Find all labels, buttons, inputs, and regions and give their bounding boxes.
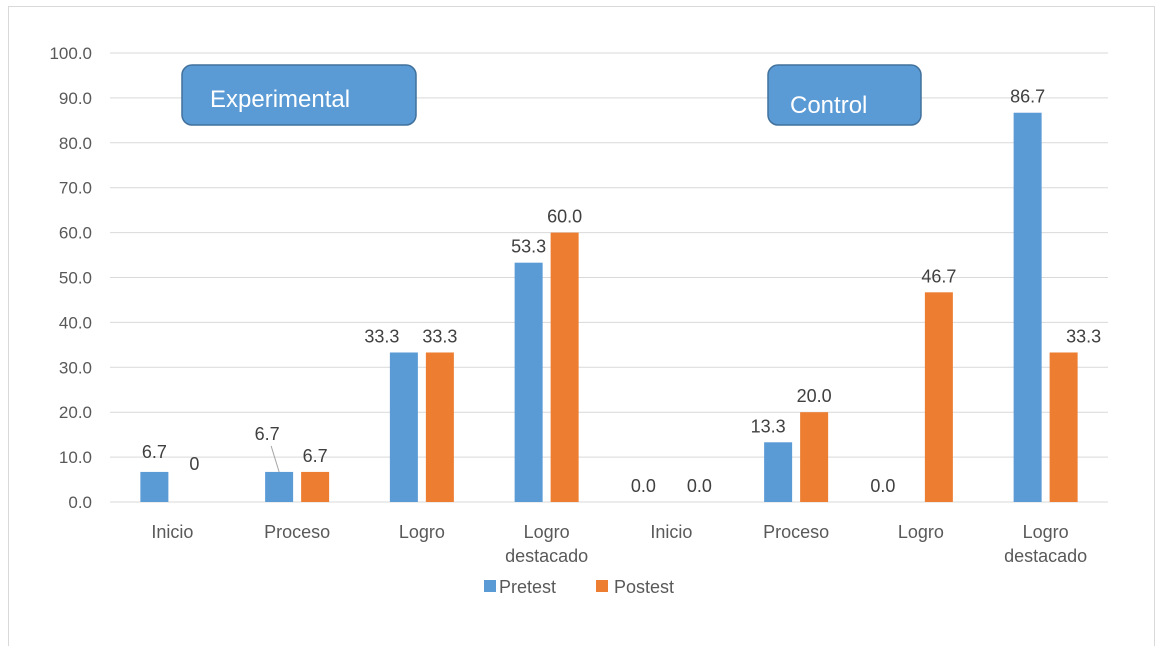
y-tick-label: 30.0 <box>59 358 92 377</box>
data-label: 60.0 <box>547 207 582 227</box>
gridlines <box>110 52 1108 503</box>
data-label: 33.3 <box>364 326 399 346</box>
x-tick-label: Inicio <box>151 522 193 542</box>
data-label: 20.0 <box>797 386 832 406</box>
data-label: 33.3 <box>422 326 457 346</box>
bar-postest <box>301 471 330 502</box>
annotation-control-box <box>767 64 922 126</box>
bar-pretest <box>514 262 543 502</box>
data-label: 13.3 <box>751 416 786 436</box>
y-tick-label: 20.0 <box>59 403 92 422</box>
data-labels: 6.7 6.7 33.3 53.3 0.0 13.3 0.0 86.7 0 6.7 33.3 60.0… <box>142 87 1101 496</box>
data-label: 0.0 <box>687 476 712 496</box>
x-tick-label: Inicio <box>650 522 692 542</box>
bar-pretest <box>389 352 418 502</box>
y-tick-label: 0.0 <box>68 493 92 512</box>
bar-pretest <box>1013 112 1042 502</box>
data-label: 6.7 <box>303 446 328 466</box>
bars <box>140 112 1078 502</box>
bar-pretest <box>764 442 793 502</box>
legend-swatch-postest <box>596 580 608 592</box>
bar-postest <box>550 232 579 502</box>
data-label: 86.7 <box>1010 87 1045 107</box>
x-axis-tick-labels: Inicio Proceso Logro Logro destacado Inicio Pr… <box>151 522 1087 566</box>
bar-postest <box>425 352 454 502</box>
bar-pretest <box>265 471 294 502</box>
x-tick-label: Proceso <box>264 522 330 542</box>
annotation-control: Control <box>790 92 867 119</box>
data-label: 33.3 <box>1066 326 1101 346</box>
data-label: 46.7 <box>921 266 956 286</box>
data-label: 0.0 <box>870 476 895 496</box>
x-tick-label: Proceso <box>763 522 829 542</box>
y-tick-label: 80.0 <box>59 134 92 153</box>
y-tick-label: 70.0 <box>59 179 92 198</box>
legend-swatch-pretest <box>484 580 496 592</box>
bar-postest <box>1049 352 1078 502</box>
data-label: 6.7 <box>255 424 280 444</box>
data-label: 53.3 <box>511 237 546 257</box>
y-tick-label: 10.0 <box>59 448 92 467</box>
leader-line <box>270 445 280 473</box>
y-tick-label: 50.0 <box>59 269 92 288</box>
x-tick-label: destacado <box>505 546 588 566</box>
y-tick-label: 100.0 <box>49 44 92 63</box>
x-tick-label: Logro <box>898 522 944 542</box>
y-tick-label: 40.0 <box>59 313 92 332</box>
y-tick-label: 90.0 <box>59 89 92 108</box>
y-axis-tick-labels: 0.0 10.0 20.0 30.0 40.0 50.0 60.0 70.0 80.0 90.0 1… <box>49 44 92 512</box>
bar-pretest <box>140 471 169 502</box>
x-tick-label: Logro <box>1023 522 1069 542</box>
data-label: 0 <box>189 454 199 474</box>
bar-postest <box>800 412 829 502</box>
annotation-experimental-box <box>181 64 417 126</box>
legend-label-postest: Postest <box>614 577 674 597</box>
data-label: 6.7 <box>142 442 167 462</box>
annotation-experimental: Experimental <box>210 86 350 113</box>
x-tick-label: Logro <box>524 522 570 542</box>
legend: Pretest Postest <box>484 577 674 597</box>
data-label: 0.0 <box>631 476 656 496</box>
y-tick-label: 60.0 <box>59 224 92 243</box>
bar-postest <box>924 292 953 502</box>
legend-label-pretest: Pretest <box>499 577 556 597</box>
x-tick-label: destacado <box>1004 546 1087 566</box>
x-tick-label: Logro <box>399 522 445 542</box>
annotations: Experimental Control <box>181 64 922 126</box>
